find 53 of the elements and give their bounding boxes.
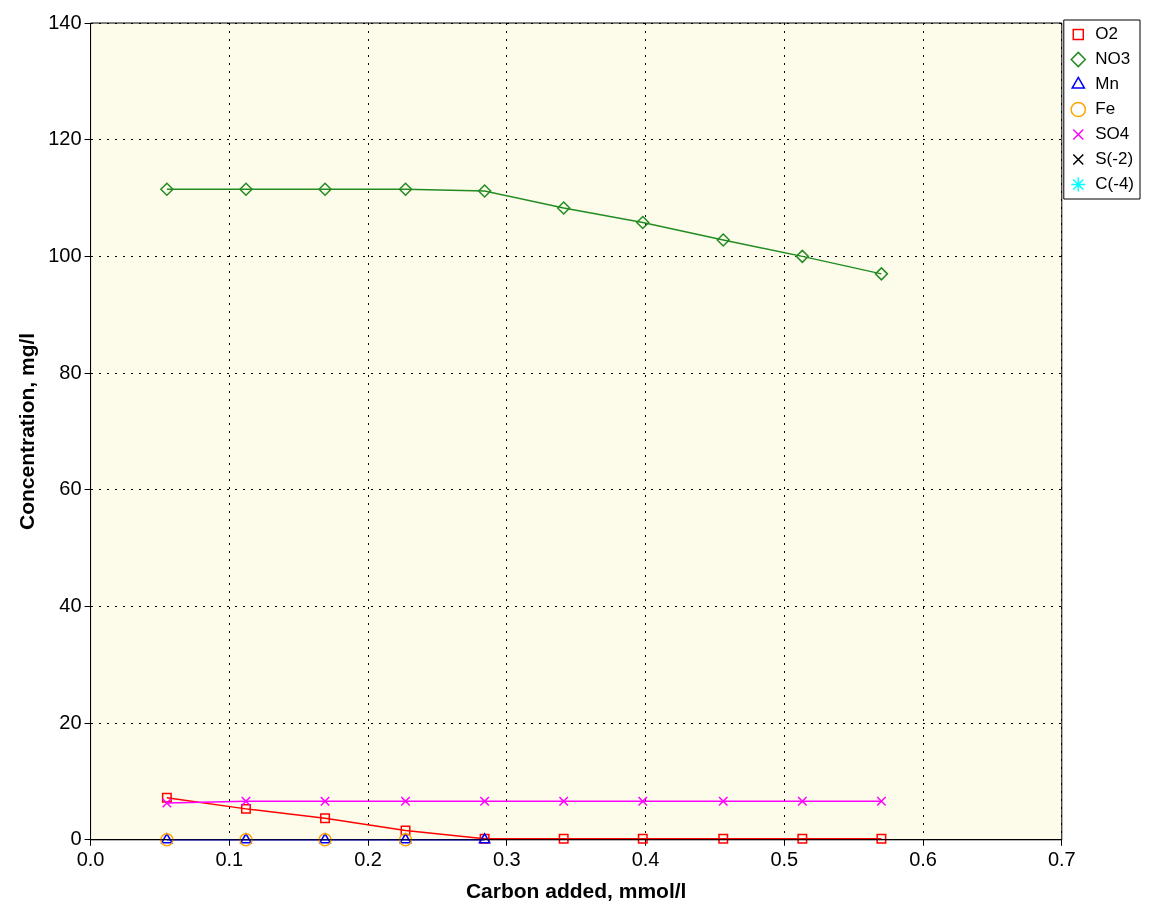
y-tick-label: 60	[59, 477, 82, 500]
legend-label: Mn	[1095, 74, 1119, 94]
point	[320, 813, 331, 824]
point	[797, 796, 808, 807]
point	[795, 249, 810, 264]
point	[558, 796, 569, 807]
y-tick-label: 0	[70, 827, 82, 850]
point	[558, 833, 569, 844]
point	[556, 201, 571, 215]
point	[876, 833, 887, 844]
x-tick-label: 0.6	[909, 848, 937, 871]
point	[161, 798, 172, 809]
point	[320, 796, 331, 807]
point	[240, 803, 251, 814]
x-tick-label: 0.0	[76, 848, 105, 871]
legend-label: Fe	[1095, 99, 1116, 119]
point	[400, 796, 411, 807]
x-axis-title: Carbon added, mmol/l	[465, 879, 687, 903]
x-tick-label: 0.5	[770, 848, 799, 871]
point	[876, 796, 887, 807]
point	[797, 833, 808, 844]
y-axis-title: Concentration, mg/l	[15, 332, 39, 530]
point	[318, 182, 332, 197]
point	[479, 796, 490, 807]
point	[718, 796, 729, 807]
point	[239, 182, 253, 197]
point	[716, 233, 730, 247]
y-tick-label: 100	[48, 243, 82, 266]
y-tick-label: 120	[48, 127, 82, 150]
point	[637, 833, 648, 844]
x-tick-label: 0.1	[215, 848, 244, 871]
y-tick-label: 40	[59, 593, 82, 616]
x-tick-label: 0.4	[631, 848, 660, 871]
y-tick-label: 140	[48, 10, 82, 33]
x-tick-label: 0.3	[492, 848, 521, 871]
point	[718, 833, 729, 844]
point	[874, 267, 889, 281]
legend-label: C(-4)	[1095, 174, 1134, 194]
legend-label: SO4	[1095, 124, 1130, 144]
point	[240, 796, 251, 807]
point	[161, 792, 172, 803]
point	[637, 796, 648, 807]
legend-label: S(-2)	[1095, 149, 1134, 169]
x-tick-label: 0.7	[1047, 848, 1076, 871]
y-tick-label: 20	[59, 710, 82, 733]
point	[477, 184, 492, 198]
y-tick-label: 80	[59, 360, 82, 383]
legend-label: NO3	[1095, 49, 1131, 69]
x-tick-label: 0.2	[354, 848, 382, 871]
point	[398, 182, 413, 197]
point	[636, 215, 650, 230]
legend-label: O2	[1095, 24, 1118, 44]
point	[160, 182, 174, 197]
